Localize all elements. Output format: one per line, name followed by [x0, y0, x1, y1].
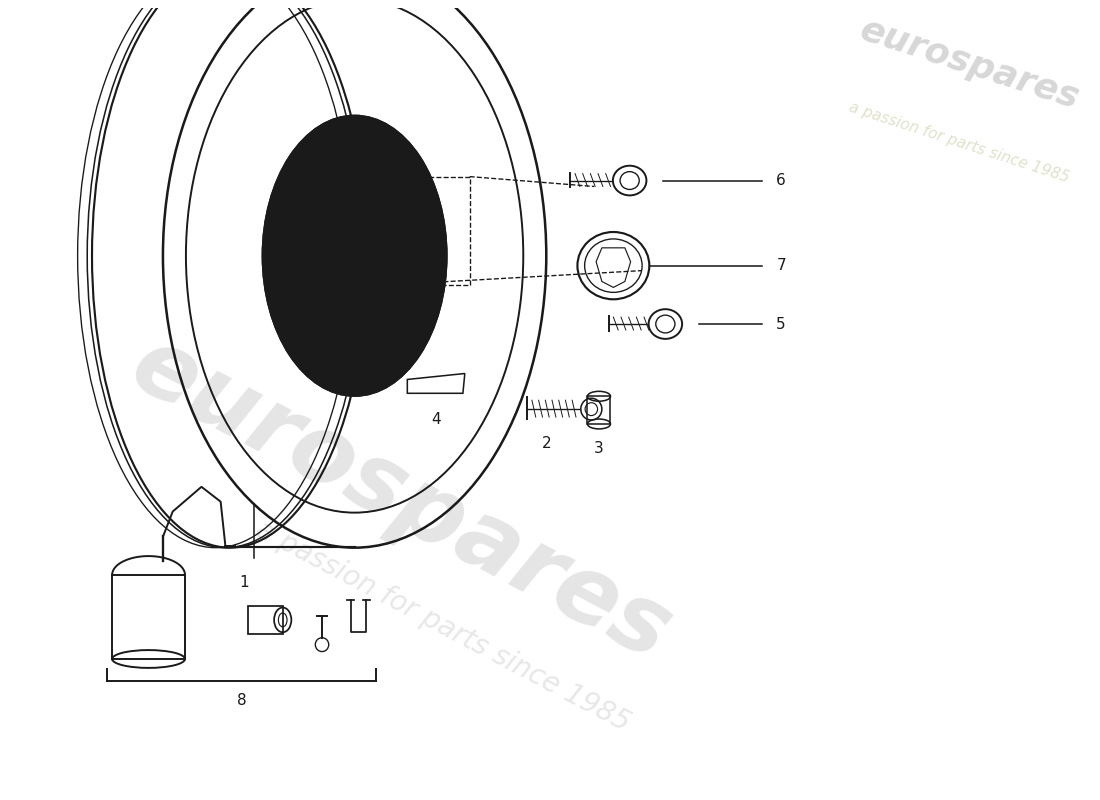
Bar	[587, 396, 610, 424]
Ellipse shape	[326, 211, 384, 301]
Bar	[112, 575, 185, 659]
Text: 4: 4	[431, 411, 441, 426]
Text: eurospares: eurospares	[116, 318, 686, 680]
Text: 8: 8	[236, 693, 246, 708]
Text: a passion for parts since 1985: a passion for parts since 1985	[251, 515, 635, 737]
Text: a passion for parts since 1985: a passion for parts since 1985	[847, 100, 1071, 186]
Text: 5: 5	[777, 317, 785, 331]
Text: 6: 6	[777, 173, 786, 188]
Text: eurospares: eurospares	[856, 12, 1084, 115]
Text: 2: 2	[541, 436, 551, 451]
Ellipse shape	[263, 116, 447, 396]
Text: 3: 3	[594, 442, 604, 456]
Ellipse shape	[263, 116, 447, 396]
Bar	[249, 606, 283, 634]
Text: 7: 7	[777, 258, 785, 273]
Text: 1: 1	[240, 575, 250, 590]
Ellipse shape	[326, 211, 384, 301]
